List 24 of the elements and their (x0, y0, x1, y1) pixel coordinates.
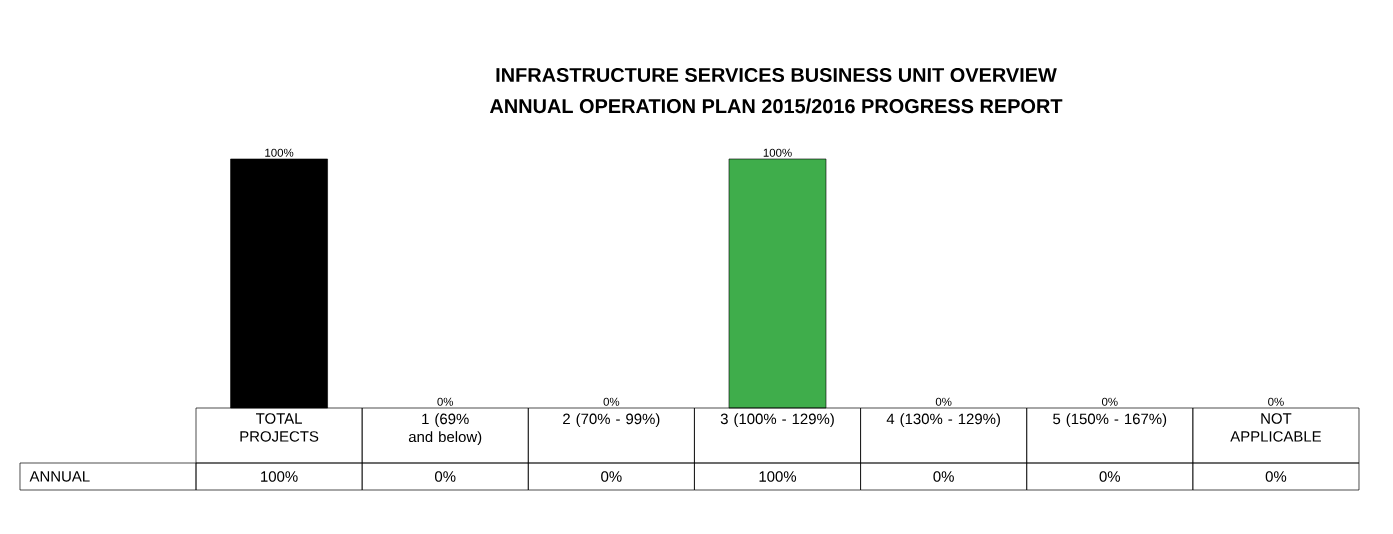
text: 0% (1268, 397, 1284, 406)
text: ANNUAL (29, 471, 90, 482)
data-label: 0% (1265, 471, 1287, 482)
data-label: 0% (1099, 471, 1121, 482)
x-tick-label: NOT APPLICABLE (1230, 413, 1321, 442)
chart-subtitle: ANNUAL OPERATION PLAN 2015/2016 PROGRESS REPORT (489, 98, 1063, 114)
data-label: 100% (759, 471, 797, 482)
data-label: 100% (261, 471, 298, 482)
x-tick-label: TOTAL PROJECTS (240, 413, 319, 442)
data-label: 0% (434, 471, 456, 482)
x-tick-label: 2 (70% - 99%) (563, 413, 660, 428)
x-tick-label: 1 (69% and below) (408, 413, 482, 446)
text: 100% (265, 148, 294, 157)
x-tick-label: 5 (150% - 167%) (1053, 413, 1167, 428)
text: 100% (763, 148, 792, 157)
text: 0% (1101, 397, 1118, 406)
text: 0% (603, 397, 620, 406)
x-tick-label: 4 (130% - 129%) (886, 413, 1000, 428)
chart-title: INFRASTRUCTURE SERVICES BUSINESS UNIT OVERVIEW (496, 67, 1057, 83)
x-tick-label: 3 (100% - 129%) (720, 413, 834, 428)
text: 0% (437, 397, 454, 406)
data-label: 0% (601, 471, 622, 482)
text: 0% (935, 397, 952, 406)
data-label: 0% (933, 471, 954, 482)
